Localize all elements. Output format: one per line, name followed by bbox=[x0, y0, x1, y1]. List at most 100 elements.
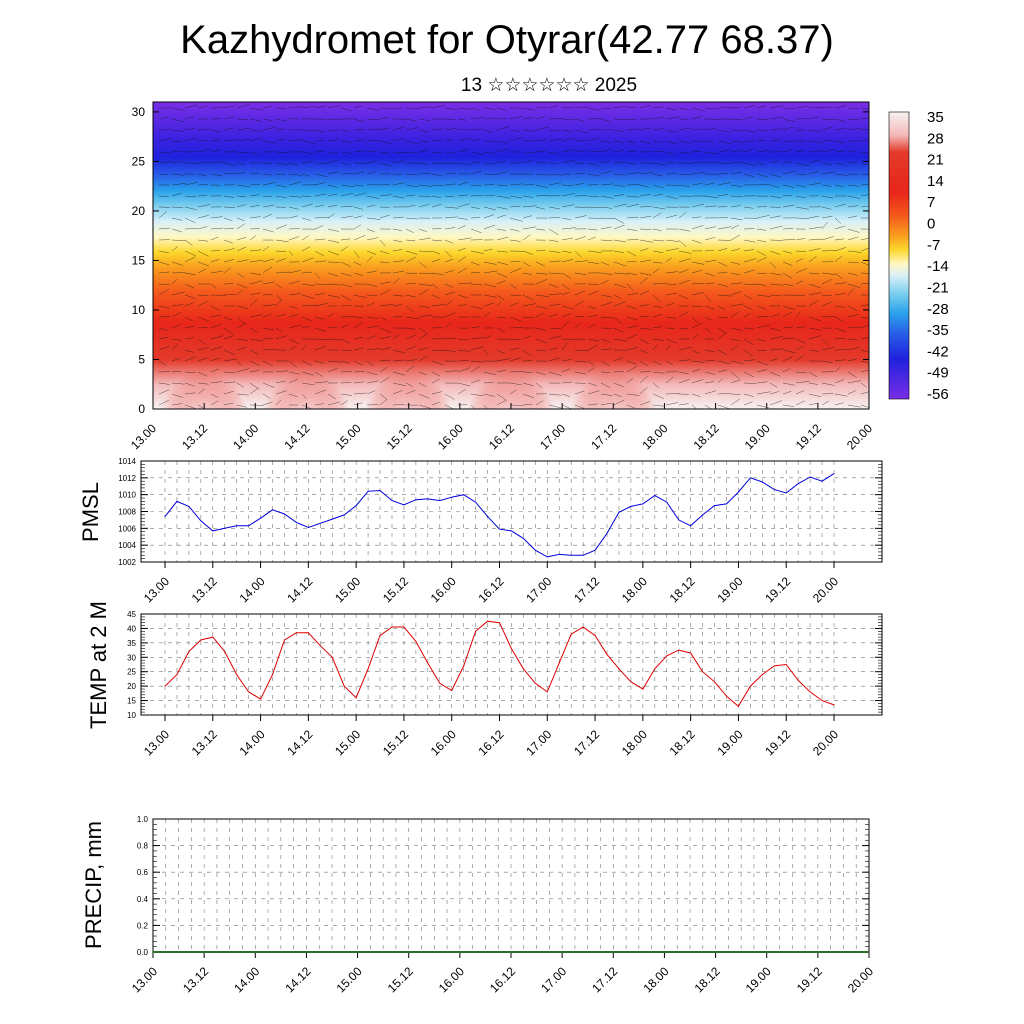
wind-vector bbox=[860, 360, 869, 364]
wind-vector bbox=[535, 184, 548, 188]
y-tick-label: 0 bbox=[138, 402, 145, 416]
wind-vector bbox=[691, 334, 699, 340]
x-tick-label: 13.12 bbox=[179, 421, 210, 452]
wind-vector bbox=[860, 336, 869, 340]
wind-vector bbox=[457, 282, 472, 285]
wind-vector bbox=[366, 128, 381, 131]
wind-vector bbox=[600, 393, 613, 396]
wind-vector bbox=[379, 398, 388, 406]
wind-vector bbox=[301, 257, 314, 263]
wind-vector bbox=[756, 294, 771, 297]
data-point bbox=[439, 500, 441, 502]
wind-vector bbox=[327, 139, 338, 142]
x-tick-label: 18.12 bbox=[692, 964, 723, 995]
wind-vector bbox=[327, 151, 338, 155]
wind-vector bbox=[561, 272, 572, 279]
x-tick-label: 18.00 bbox=[640, 964, 671, 995]
wind-vector bbox=[821, 360, 833, 364]
data-point bbox=[487, 620, 489, 622]
wind-vector bbox=[782, 337, 795, 340]
x-tick-label: 19.12 bbox=[762, 574, 793, 605]
wind-vector bbox=[457, 247, 466, 252]
precip-ylabel: PRECIP, mm bbox=[81, 821, 106, 949]
wind-vector bbox=[821, 236, 834, 241]
y-tick-label: 1012 bbox=[118, 474, 136, 483]
wind-vector bbox=[288, 250, 294, 256]
wind-vector bbox=[847, 390, 857, 395]
wind-vector bbox=[782, 204, 795, 208]
wind-vector bbox=[730, 371, 740, 379]
wind-vector bbox=[587, 195, 599, 197]
wind-vector bbox=[379, 239, 386, 247]
wind-vector bbox=[470, 170, 482, 175]
wind-vector bbox=[834, 184, 845, 188]
wind-vector bbox=[509, 183, 523, 186]
wind-vector bbox=[860, 206, 869, 208]
wind-vector bbox=[808, 215, 820, 219]
wind-vector bbox=[158, 345, 170, 351]
wind-vector bbox=[366, 250, 376, 255]
wind-vector bbox=[379, 367, 388, 373]
wind-vector bbox=[626, 162, 637, 165]
wind-vector bbox=[197, 226, 208, 230]
wind-vector bbox=[353, 360, 363, 366]
wind-vector bbox=[652, 313, 663, 318]
wind-vector bbox=[223, 162, 236, 166]
wind-vector bbox=[821, 272, 836, 275]
wind-vector bbox=[782, 184, 795, 188]
wind-vector bbox=[327, 312, 335, 318]
wind-vector bbox=[561, 217, 572, 221]
wind-vector bbox=[301, 173, 311, 177]
wind-vector bbox=[288, 324, 301, 329]
wind-vector bbox=[782, 171, 795, 175]
wind-vector bbox=[730, 248, 741, 252]
data-point bbox=[570, 554, 572, 556]
wind-vector bbox=[223, 335, 234, 340]
wind-vector bbox=[730, 291, 742, 296]
wind-vector bbox=[509, 267, 522, 274]
wind-vector bbox=[340, 215, 354, 219]
wind-vector bbox=[730, 161, 744, 164]
wind-vector bbox=[613, 382, 624, 388]
wind-vector bbox=[691, 393, 701, 397]
wind-vector bbox=[834, 238, 845, 241]
wind-vector bbox=[691, 282, 705, 285]
wind-vector bbox=[197, 268, 206, 274]
wind-vector bbox=[730, 379, 741, 384]
wind-vector bbox=[496, 126, 510, 131]
wind-vector bbox=[509, 357, 521, 362]
wind-vector bbox=[613, 294, 622, 299]
data-point bbox=[690, 652, 692, 654]
wind-vector bbox=[457, 360, 469, 362]
wind-vector bbox=[288, 139, 303, 142]
wind-vector bbox=[717, 149, 730, 153]
data-point bbox=[630, 681, 632, 683]
wind-vector bbox=[327, 294, 341, 298]
x-tick-label: 20.00 bbox=[810, 727, 841, 758]
wind-vector bbox=[561, 305, 575, 310]
wind-vector bbox=[847, 326, 861, 329]
wind-vector bbox=[288, 346, 297, 351]
data-point bbox=[737, 491, 739, 493]
wind-vector bbox=[275, 299, 283, 307]
wind-vector bbox=[171, 161, 183, 164]
wind-vector bbox=[769, 272, 782, 276]
x-tick-label: 13.12 bbox=[180, 964, 211, 995]
wind-vector bbox=[483, 195, 495, 197]
wind-vector bbox=[626, 293, 638, 296]
wind-vector bbox=[639, 184, 650, 188]
wind-vector bbox=[275, 380, 286, 384]
wind-vector bbox=[600, 348, 612, 351]
wind-vector bbox=[847, 250, 862, 253]
wind-vector bbox=[340, 107, 353, 112]
wind-vector bbox=[626, 334, 638, 340]
wind-vector bbox=[808, 327, 822, 331]
wind-vector bbox=[821, 301, 833, 307]
data-point bbox=[582, 554, 584, 556]
wind-vector bbox=[184, 217, 196, 224]
wind-vector bbox=[301, 140, 315, 144]
wind-vector bbox=[847, 338, 858, 341]
wind-vector bbox=[470, 379, 481, 384]
wind-vector bbox=[236, 236, 247, 241]
